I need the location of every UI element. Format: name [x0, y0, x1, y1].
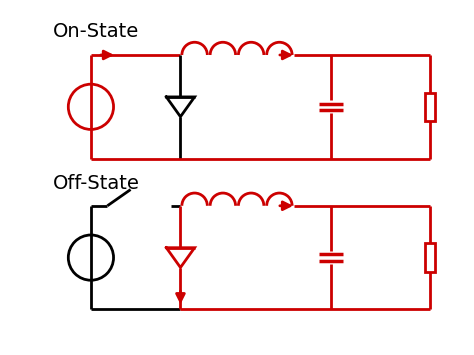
Text: On-State: On-State [53, 22, 139, 41]
Bar [425, 93, 436, 121]
Bar [425, 244, 436, 272]
Text: Off-State: Off-State [53, 174, 140, 193]
